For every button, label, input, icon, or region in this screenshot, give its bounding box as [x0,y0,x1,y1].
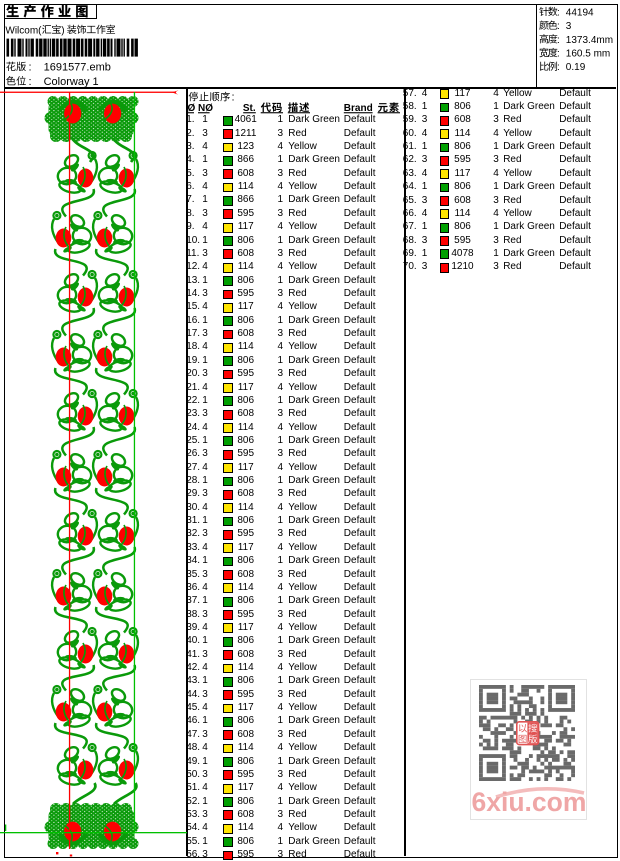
svg-text:44194: 44194 [566,7,594,18]
svg-text:6xiu.com: 6xiu.com [472,787,587,817]
svg-text::: : [557,21,560,32]
svg-text:): ) [61,25,64,36]
svg-text::: : [232,92,235,104]
svg-text:3: 3 [566,21,572,32]
svg-text:Colorway 1: Colorway 1 [44,76,99,88]
svg-text:NØ: NØ [198,103,213,114]
svg-text:St.: St. [243,103,256,114]
svg-text:Ø: Ø [188,103,196,114]
svg-text:0.19: 0.19 [566,62,586,73]
svg-text::: : [29,76,32,88]
svg-text::: : [557,62,560,73]
svg-text:1691577.emb: 1691577.emb [44,61,111,73]
svg-text:Wilcom(: Wilcom( [5,25,42,36]
svg-text::: : [557,49,560,60]
svg-text::: : [557,35,560,46]
svg-text:160.5 mm: 160.5 mm [566,49,610,60]
svg-text:Brand: Brand [344,103,373,114]
svg-text::: : [557,7,560,18]
svg-text:1373.4mm: 1373.4mm [566,35,613,46]
svg-text::: : [29,61,32,73]
